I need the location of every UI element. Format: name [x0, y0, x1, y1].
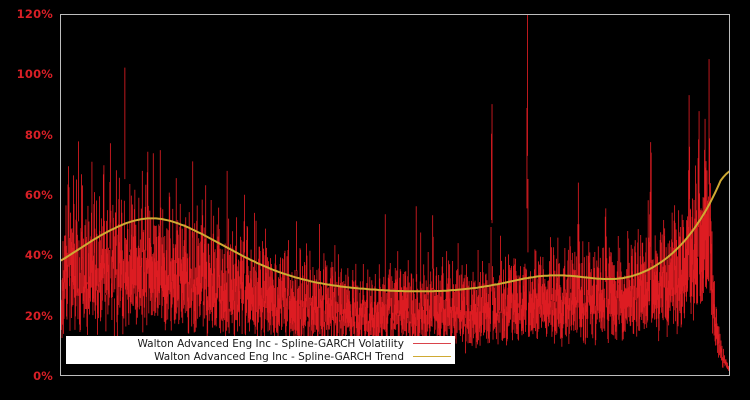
y-tick-label-0pct: 0%	[33, 369, 53, 383]
series-layer	[61, 15, 729, 375]
y-axis-tick-labels: 0% 20% 40% 60% 80% 100% 120%	[0, 0, 53, 400]
legend-label-trend: Walton Advanced Eng Inc - Spline-GARCH T…	[154, 350, 404, 363]
volatility-series	[61, 15, 729, 371]
y-tick-label-20pct: 20%	[24, 308, 53, 323]
legend-swatch-volatility	[413, 339, 451, 349]
trend-series	[61, 172, 729, 292]
legend-label-volatility: Walton Advanced Eng Inc - Spline-GARCH V…	[137, 337, 404, 350]
legend-item-trend: Walton Advanced Eng Inc - Spline-GARCH T…	[66, 350, 455, 363]
legend-item-volatility: Walton Advanced Eng Inc - Spline-GARCH V…	[66, 337, 455, 350]
y-tick-label-120pct: 120%	[16, 7, 53, 21]
y-tick-label-60pct: 60%	[24, 188, 53, 202]
plot-area	[60, 14, 730, 376]
legend-swatch-trend	[413, 352, 451, 362]
y-tick-label-40pct: 40%	[24, 248, 53, 263]
chart-legend: Walton Advanced Eng Inc - Spline-GARCH V…	[66, 336, 455, 364]
y-tick-label-100pct: 100%	[16, 67, 53, 82]
y-tick-label-80pct: 80%	[24, 127, 53, 142]
